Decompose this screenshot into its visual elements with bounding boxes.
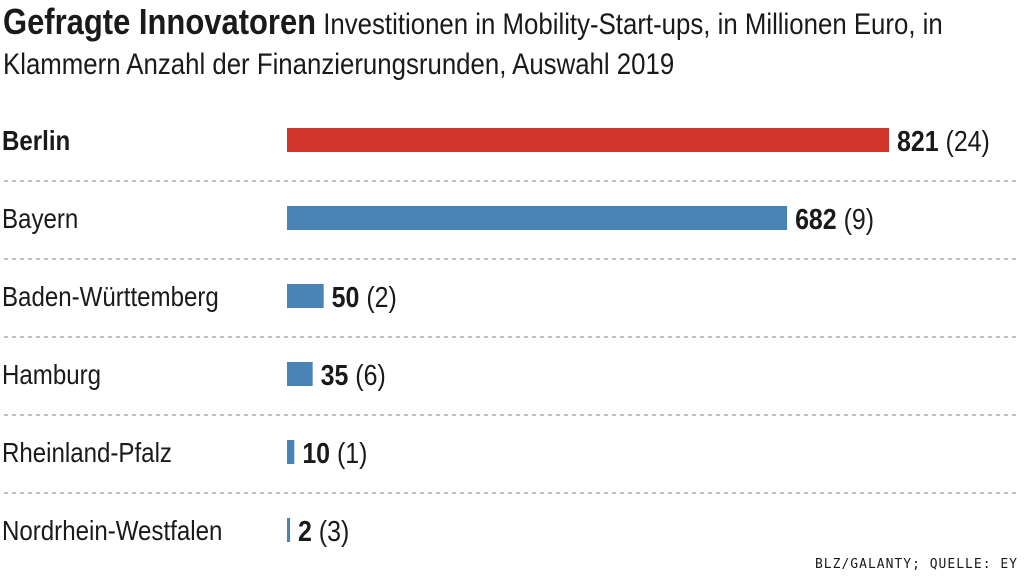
- value-label: 50: [332, 281, 360, 313]
- category-label: Hamburg: [2, 358, 101, 390]
- value-label: 682: [795, 203, 837, 235]
- value-label: 10: [302, 437, 330, 469]
- rounds-label: (24): [939, 125, 990, 157]
- bar: [287, 284, 324, 308]
- bar: [287, 206, 788, 230]
- rounds-label: (3): [312, 515, 349, 547]
- category-label: Rheinland-Pfalz: [2, 436, 172, 468]
- source-credit: BLZ/GALANTY; QUELLE: EY: [814, 557, 1018, 572]
- rounds-label: (6): [348, 359, 385, 391]
- bar: [287, 362, 313, 386]
- data-label: 35 (6): [321, 359, 386, 391]
- chart-header: Gefragte Innovatoren Investitionen in Mo…: [3, 2, 1018, 85]
- data-label: 821 (24): [897, 125, 990, 157]
- data-label: 682 (9): [795, 203, 874, 235]
- rounds-label: (2): [359, 281, 396, 313]
- chart-title: Gefragte Innovatoren: [3, 1, 317, 42]
- value-label: 2: [298, 515, 312, 547]
- value-label: 821: [897, 125, 939, 157]
- bar: [287, 440, 295, 464]
- category-label: Nordrhein-Westfalen: [2, 514, 222, 546]
- rounds-label: (1): [330, 437, 367, 469]
- data-label: 50 (2): [332, 281, 397, 313]
- data-label: 10 (1): [302, 437, 367, 469]
- category-label: Baden-Württemberg: [2, 280, 219, 312]
- chart-subtitle: Investitionen in Mobility-Start-ups, in …: [3, 8, 943, 81]
- bar: [287, 518, 290, 542]
- data-label: 2 (3): [298, 515, 349, 547]
- rounds-label: (9): [837, 203, 874, 235]
- value-label: 35: [321, 359, 349, 391]
- category-label: Bayern: [2, 202, 78, 234]
- category-label: Berlin: [2, 124, 70, 156]
- bar: [287, 128, 889, 152]
